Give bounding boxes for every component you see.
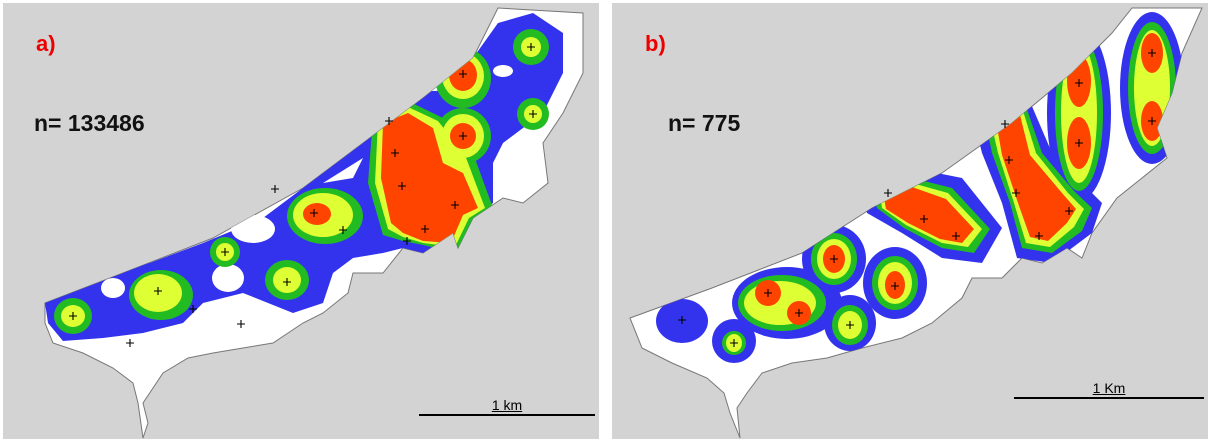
sample-points-a — [69, 43, 537, 347]
scale-label-a: 1 km — [491, 397, 523, 413]
density-map-a — [44, 7, 584, 439]
scale-bar-b: 1 Km — [1014, 380, 1204, 399]
map-panel-a: a) n= 133486 1 km — [3, 3, 599, 439]
sample-count-b: n= 775 — [668, 110, 741, 136]
map-panel-b: b) n= 775 1 Km — [612, 3, 1208, 439]
density-map-b — [629, 7, 1203, 439]
panel-label-a: a) — [36, 31, 56, 56]
panel-label-b: b) — [645, 31, 666, 56]
density-layer-a — [45, 13, 563, 341]
sample-points-b — [678, 49, 1156, 347]
scale-label-b: 1 Km — [1092, 380, 1126, 396]
scale-bar-a: 1 km — [419, 397, 595, 416]
sample-count-a: n= 133486 — [34, 110, 145, 136]
